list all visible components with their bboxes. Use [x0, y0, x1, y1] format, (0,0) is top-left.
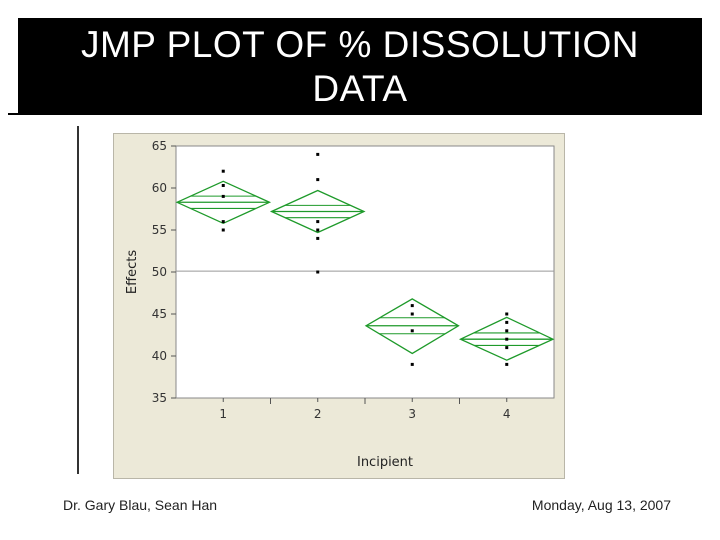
data-point — [505, 329, 509, 333]
footer-date: Monday, Aug 13, 2007 — [531, 497, 671, 513]
left-vertical-rule — [77, 126, 79, 474]
data-point — [505, 320, 509, 324]
y-tick-label: 35 — [152, 391, 167, 405]
data-point — [316, 236, 320, 240]
slide-title-banner: JMP PLOT OF % DISSOLUTION DATA — [18, 18, 702, 115]
data-point — [410, 312, 414, 316]
title-underline-decoration — [8, 113, 20, 115]
data-point — [505, 362, 509, 366]
footer-authors: Dr. Gary Blau, Sean Han — [63, 497, 218, 513]
x-tick-label: 1 — [219, 407, 227, 421]
data-point — [316, 152, 320, 156]
data-point — [221, 194, 225, 198]
y-tick-label: 55 — [152, 223, 167, 237]
data-point — [316, 220, 320, 224]
data-point — [505, 312, 509, 316]
data-point — [505, 346, 509, 350]
data-point — [316, 228, 320, 232]
x-tick-label: 2 — [314, 407, 322, 421]
y-tick-label: 40 — [152, 349, 167, 363]
oneway-dissolution-chart: 35 40 45 50 55 60 65 1 2 3 4 Incipient Effects — [125, 139, 555, 470]
y-tick-label: 65 — [152, 139, 167, 153]
x-tick-label: 4 — [503, 407, 511, 421]
data-point — [410, 329, 414, 333]
x-axis-title: Incipient — [357, 455, 413, 470]
y-axis-title: Effects — [125, 250, 140, 294]
y-tick-label: 60 — [152, 181, 167, 195]
y-tick-label: 50 — [152, 265, 167, 279]
data-point — [221, 228, 225, 232]
slide-title: JMP PLOT OF % DISSOLUTION DATA — [80, 23, 639, 109]
data-point — [221, 220, 225, 224]
data-point — [221, 169, 225, 173]
y-tick-label: 45 — [152, 307, 167, 321]
data-point — [410, 304, 414, 308]
x-tick-label: 3 — [408, 407, 416, 421]
data-point — [316, 178, 320, 182]
data-point — [410, 362, 414, 366]
data-point — [316, 270, 320, 274]
plot-area — [175, 145, 555, 399]
data-point — [505, 337, 509, 341]
data-point — [221, 183, 225, 187]
